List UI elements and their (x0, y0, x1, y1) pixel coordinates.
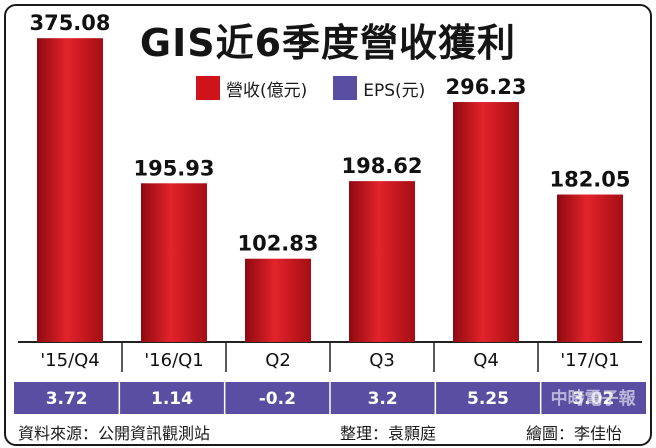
footer-editor: 整理：袁顥庭 (340, 424, 437, 443)
revenue-bar-5 (557, 194, 623, 342)
revenue-bar-0 (37, 38, 103, 342)
revenue-bar-1 (141, 183, 207, 342)
chart-frame: GIS近6季度營收獲利 營收(億元) EPS(元) 375.08 '15/Q4 19… (4, 4, 652, 446)
revenue-bar-3 (349, 181, 415, 342)
revenue-bar-4 (453, 102, 519, 342)
revenue-value-label-2: 102.83 (237, 232, 318, 256)
eps-cell-3 (330, 382, 436, 414)
eps-value-label-5: 3.02 (572, 389, 614, 409)
eps-cell-1 (119, 382, 225, 414)
eps-value-label-4: 5.25 (467, 389, 509, 409)
watermark-logo: 中時電子報 (551, 388, 637, 409)
category-label-3: Q3 (369, 350, 395, 371)
category-label-4: Q4 (473, 350, 499, 371)
legend-swatch-revenue (196, 76, 220, 100)
legend-item-eps: EPS(元) (333, 76, 425, 101)
eps-value-label-3: 3.2 (368, 389, 398, 409)
revenue-value-label-1: 195.93 (133, 156, 214, 180)
legend: 營收(億元) EPS(元) (196, 76, 576, 101)
legend-item-revenue: 營收(億元) (196, 76, 307, 101)
footer-source: 資料來源：公開資訊觀測站 (18, 424, 211, 443)
footer-artist: 繪圖：李佳怡 (526, 424, 623, 443)
eps-value-label-0: 3.72 (46, 389, 88, 409)
legend-swatch-eps (333, 76, 358, 100)
eps-band: 3.72 1.14 -0.2 3.2 5.25 3.02 中時電子報 (14, 382, 646, 414)
revenue-bar-plot: 375.08 '15/Q4 195.93 '16/Q1 102.83 Q2 198.62 Q3… (18, 11, 642, 372)
eps-value-label-2: -0.2 (259, 389, 296, 409)
eps-cell-5 (540, 382, 646, 414)
chart-title: GIS近6季度營收獲利 (139, 21, 517, 65)
category-label-2: Q2 (265, 350, 291, 371)
eps-cell-4 (435, 382, 541, 414)
footer: 資料來源：公開資訊觀測站 整理：袁顥庭 繪圖：李佳怡 (6, 418, 650, 443)
revenue-value-label-4: 296.23 (445, 75, 526, 99)
revenue-value-label-3: 198.62 (341, 154, 422, 178)
category-label-5: '17/Q1 (560, 350, 620, 371)
legend-label-eps: EPS(元) (363, 80, 426, 101)
revenue-bar-2 (245, 258, 311, 342)
legend-label-revenue: 營收(億元) (226, 80, 308, 101)
revenue-value-label-5: 182.05 (549, 168, 630, 192)
eps-cell-0 (14, 382, 120, 414)
category-label-0: '15/Q4 (40, 350, 100, 371)
category-label-1: '16/Q1 (144, 350, 204, 371)
eps-cell-2 (224, 382, 330, 414)
revenue-value-label-0: 375.08 (29, 11, 110, 35)
eps-value-label-1: 1.14 (151, 389, 193, 409)
